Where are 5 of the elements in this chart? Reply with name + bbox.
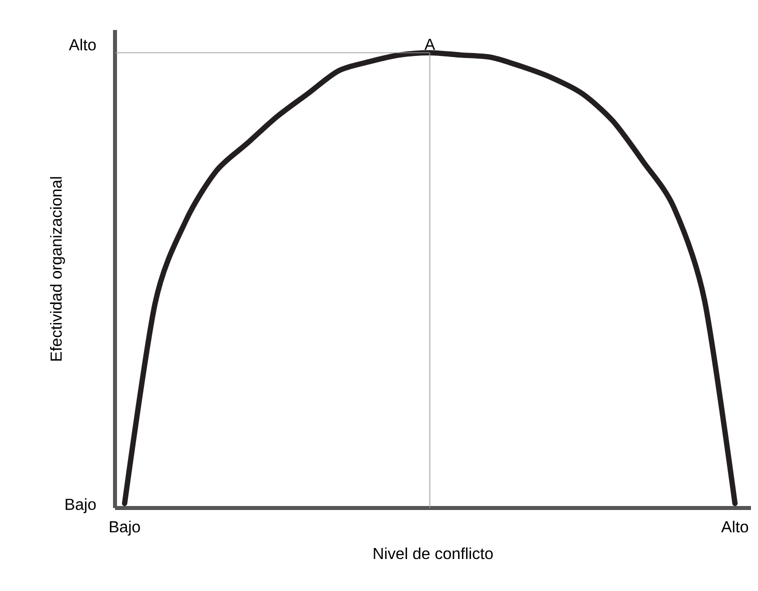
y-axis-title: Efectividad organizacional [50,177,65,361]
x-axis-title: Nivel de conflicto [374,547,493,560]
annotation: A [424,38,436,50]
text: Alto [68,38,96,50]
text: Bajo [66,498,96,514]
